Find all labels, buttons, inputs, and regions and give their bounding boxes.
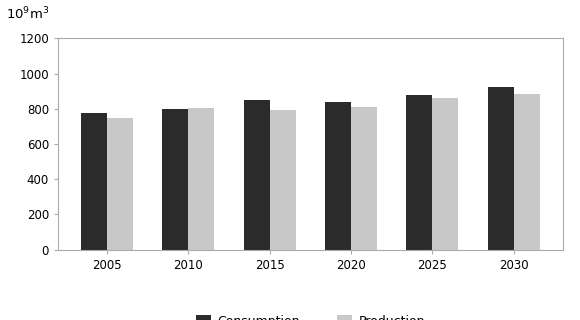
Bar [270,110,296,250]
Text: 10$^9$m$^3$: 10$^9$m$^3$ [6,6,49,22]
Bar [351,107,377,250]
Legend: Consumption, Production: Consumption, Production [196,315,425,320]
Bar [244,100,270,250]
Bar [514,94,539,250]
Bar [162,109,188,250]
Bar [432,98,458,250]
Bar [488,87,514,250]
Bar [406,95,432,250]
Bar [81,113,107,250]
Bar [107,117,133,250]
Bar [188,108,215,250]
Bar [325,102,351,250]
